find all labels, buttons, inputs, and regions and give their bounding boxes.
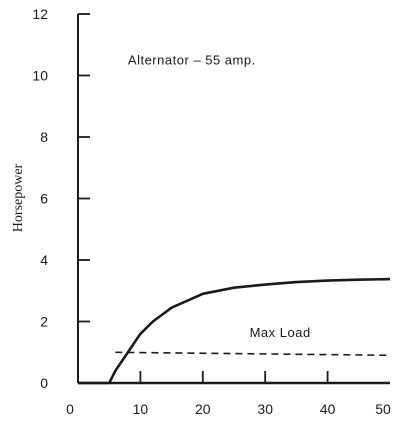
y-axis-label: Horsepower — [11, 163, 26, 232]
horsepower-series-line — [78, 277, 391, 385]
max-load-series-line — [115, 351, 391, 357]
y-tick-label: 6 — [40, 191, 48, 207]
y-tick-label: 12 — [32, 6, 48, 22]
x-tick-label: 10 — [133, 401, 149, 417]
y-tick-label: 2 — [40, 314, 48, 330]
y-tick-label: 10 — [32, 68, 48, 84]
axes: 0 2 4 6 8 10 12 0 10 20 30 40 50 — [32, 6, 391, 417]
max-load-annotation: Max Load — [250, 325, 311, 340]
alternator-annotation: Alternator – 55 amp. — [128, 53, 256, 68]
x-tick-label: 0 — [66, 401, 74, 417]
y-tick-label: 4 — [40, 252, 48, 268]
x-tick-label: 20 — [195, 401, 211, 417]
x-tick-label: 50 — [375, 401, 391, 417]
y-tick-label: 0 — [40, 375, 48, 391]
x-tick-label: 40 — [320, 401, 336, 417]
series-layer — [78, 277, 391, 385]
x-tick-label: 30 — [257, 401, 273, 417]
y-tick-label: 8 — [40, 129, 48, 145]
